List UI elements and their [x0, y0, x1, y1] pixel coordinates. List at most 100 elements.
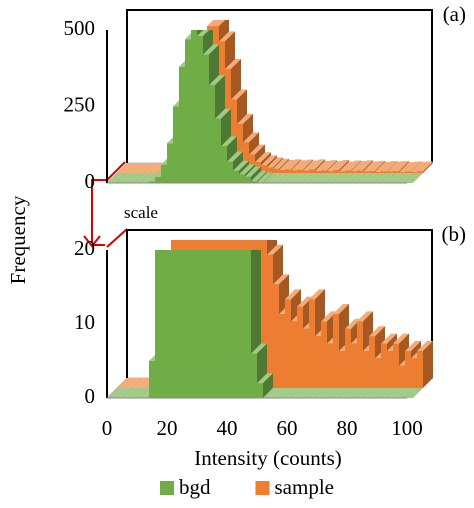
bar	[119, 388, 135, 398]
bar-top	[297, 159, 313, 170]
bar-top	[333, 159, 349, 170]
bar-front	[405, 351, 411, 388]
bar-front	[309, 299, 315, 388]
bar-front	[321, 321, 327, 388]
bar-top	[311, 388, 327, 398]
bar-top	[269, 173, 285, 183]
bar-top	[417, 341, 433, 351]
bar	[323, 388, 339, 398]
bar-top	[369, 160, 385, 171]
bar	[281, 173, 297, 183]
bar	[131, 388, 147, 398]
bar	[257, 373, 273, 398]
bar-front	[149, 361, 155, 398]
bar-front	[209, 250, 215, 398]
bar-top	[147, 163, 163, 173]
bar-top	[365, 173, 381, 183]
y-tick-label: 0	[85, 384, 96, 408]
bar-top	[207, 20, 220, 27]
bar-front	[167, 250, 173, 398]
back-wall	[126, 9, 433, 163]
legend-label: bgd	[179, 475, 211, 499]
bar-top	[317, 388, 333, 398]
bar-top	[155, 240, 171, 250]
bar-top	[249, 144, 265, 155]
bar-top	[297, 296, 313, 307]
bar-front	[339, 351, 345, 388]
bar	[353, 388, 369, 398]
bar	[317, 173, 333, 183]
scale-arrowhead	[83, 235, 101, 248]
bar-front	[237, 124, 243, 173]
bar-top	[275, 173, 291, 183]
bar-front	[417, 351, 423, 388]
y-tick-label: 250	[64, 92, 96, 116]
bar-front	[291, 170, 297, 173]
bar-front	[309, 169, 315, 173]
bar-top	[239, 164, 255, 175]
bar	[275, 388, 291, 398]
bar-top	[107, 173, 123, 183]
bar-front	[251, 353, 257, 398]
bar-top	[303, 160, 319, 171]
bar-front	[375, 358, 381, 388]
bar-top	[203, 44, 219, 55]
bar-front	[303, 328, 309, 388]
bar-top	[309, 289, 325, 300]
bar	[275, 173, 291, 183]
bar-front	[245, 250, 251, 398]
bar-top	[273, 274, 289, 285]
bar-front	[149, 181, 155, 183]
bar-top	[261, 155, 277, 166]
bar-front	[179, 66, 185, 183]
bar-front	[387, 351, 393, 388]
bar-front	[357, 170, 363, 173]
bar-top	[251, 343, 267, 354]
bar-top	[305, 173, 321, 183]
bar	[113, 388, 129, 398]
bar-top	[261, 193, 277, 203]
bar	[417, 161, 433, 173]
bar-front	[179, 250, 185, 398]
bar-front	[369, 170, 375, 173]
scale-link	[91, 161, 128, 248]
bar-front	[215, 250, 221, 398]
bar-top	[353, 173, 369, 183]
bar-top	[255, 119, 271, 129]
bar	[269, 388, 285, 398]
bar-top	[129, 163, 145, 173]
bar	[371, 173, 387, 183]
bar-front	[185, 250, 191, 398]
bar-top	[387, 161, 403, 172]
bar-top	[131, 173, 147, 183]
bar-top	[129, 378, 145, 388]
x-tick-label: 20	[157, 416, 178, 440]
bar-top	[381, 161, 397, 172]
bar-top	[221, 136, 237, 147]
bar-front	[215, 118, 221, 183]
bar-top	[287, 173, 303, 183]
bar-front	[197, 36, 203, 184]
bar-top	[405, 161, 421, 172]
bar-top	[117, 163, 133, 173]
bar-front	[393, 343, 399, 388]
bar	[365, 388, 381, 398]
bar-top	[407, 388, 423, 398]
bar	[125, 173, 141, 183]
bar-front	[245, 176, 251, 183]
bar	[123, 378, 139, 388]
bar	[347, 388, 363, 398]
bar	[335, 388, 351, 398]
bar	[359, 173, 375, 183]
bar-top	[321, 160, 337, 171]
bar-top	[381, 333, 397, 344]
bar-top	[299, 173, 315, 183]
bar-front	[333, 169, 339, 173]
bar-top	[395, 173, 411, 183]
bar-front	[351, 343, 357, 388]
bar-front	[345, 170, 351, 173]
back-wall	[126, 229, 433, 378]
bar	[299, 388, 315, 398]
bar	[383, 388, 399, 398]
bar-top	[215, 108, 231, 119]
